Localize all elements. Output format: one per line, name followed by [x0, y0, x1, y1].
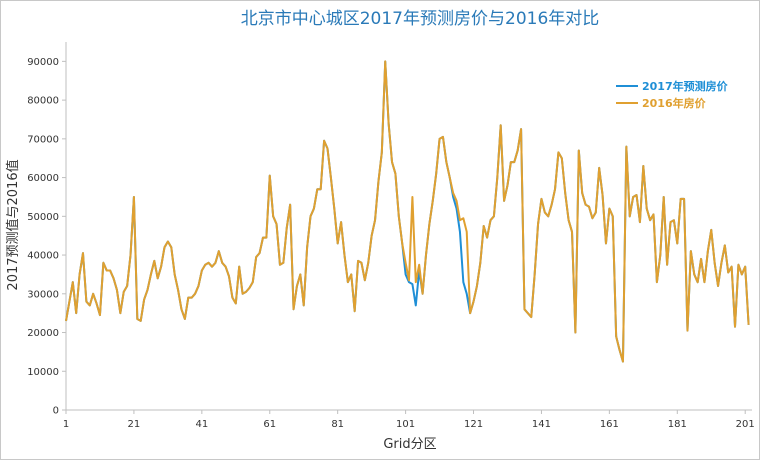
x-tick-label: 81	[331, 419, 344, 430]
x-tick-label: 141	[532, 419, 551, 430]
x-axis-label: Grid分区	[383, 437, 436, 452]
x-tick-label: 201	[736, 419, 755, 430]
chart-title: 北京市中心城区2017年预测房价与2016年对比	[241, 9, 600, 29]
legend: 2017年预测房价 2016年房价	[616, 79, 729, 110]
y-tick-label: 90000	[27, 57, 59, 68]
y-tick-label: 20000	[27, 328, 59, 339]
x-tick-label: 101	[396, 419, 415, 430]
y-tick-label: 0	[53, 406, 59, 417]
y-tick-label: 70000	[27, 134, 59, 145]
y-tick-label: 80000	[27, 96, 59, 107]
x-tick-label: 161	[600, 419, 619, 430]
x-tick-label: 181	[668, 419, 687, 430]
x-tick-label: 1	[63, 419, 69, 430]
y-tick-label: 40000	[27, 251, 59, 262]
legend-label: 2017年预测房价	[642, 79, 729, 93]
series-layer	[65, 60, 750, 363]
y-tick-label: 10000	[27, 367, 59, 378]
x-tick-label: 41	[195, 419, 208, 430]
y-tick-label: 50000	[27, 212, 59, 223]
series-line-2016	[65, 60, 750, 363]
y-tick-label: 30000	[27, 289, 59, 300]
y-axis-label: 2017预测值与2016值	[5, 159, 21, 290]
x-tick-label: 21	[128, 419, 141, 430]
x-tick-label: 121	[464, 419, 483, 430]
axes: 0 10000 20000 30000 40000 50000 60000 70000 8000…	[27, 42, 755, 430]
y-tick-label: 60000	[27, 173, 59, 184]
legend-label: 2016年房价	[642, 96, 707, 110]
x-tick-label: 61	[263, 419, 276, 430]
